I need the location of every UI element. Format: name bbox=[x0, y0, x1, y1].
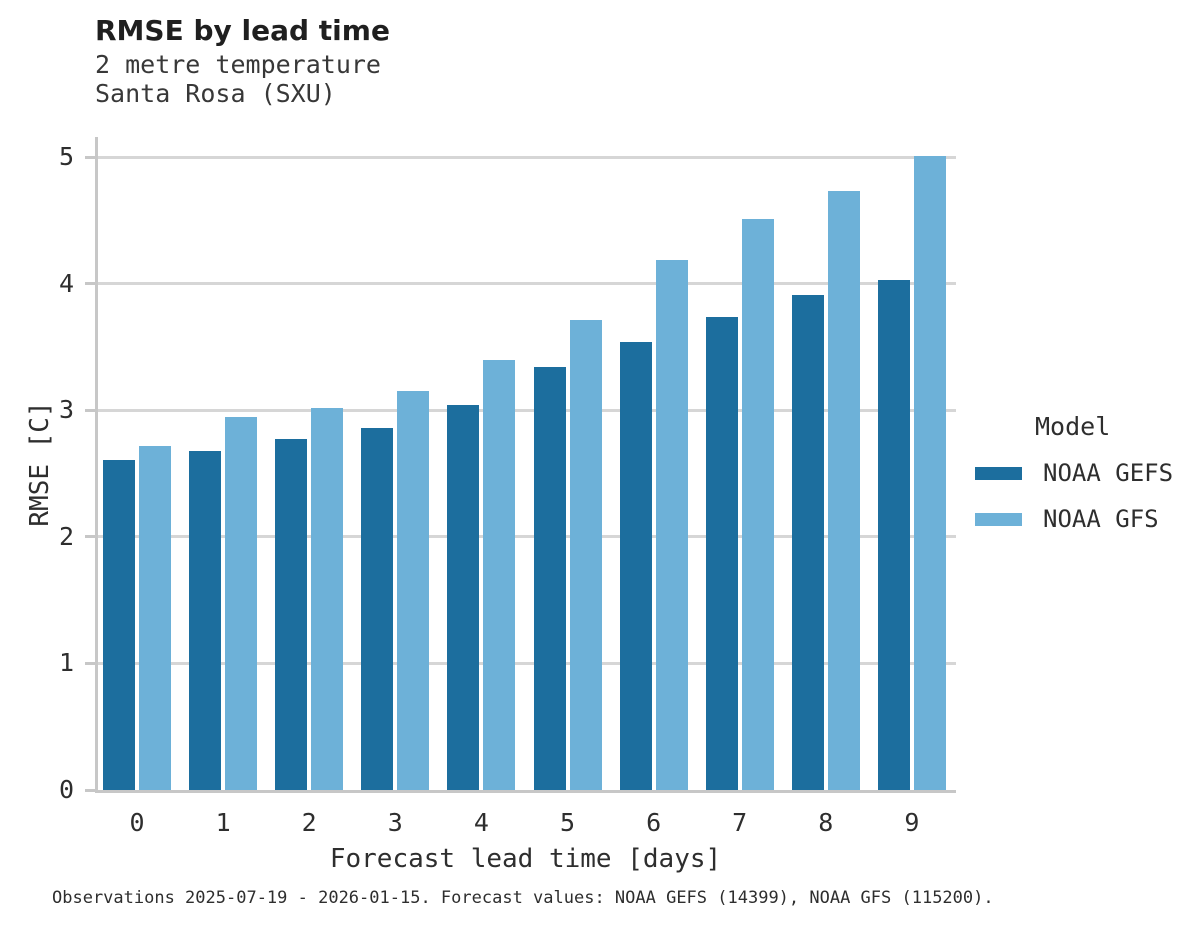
x-tick-label-3: 3 bbox=[387, 808, 403, 837]
bar-noaa-gefs-lead-5 bbox=[533, 367, 566, 790]
y-tick-mark-3 bbox=[85, 408, 95, 412]
bar-noaa-gefs-lead-1 bbox=[189, 451, 222, 790]
x-tick-label-0: 0 bbox=[129, 808, 145, 837]
gridline-y-5 bbox=[98, 155, 956, 159]
bar-noaa-gefs-lead-3 bbox=[361, 428, 394, 790]
y-tick-mark-5 bbox=[85, 155, 95, 159]
plot-panel bbox=[95, 137, 956, 793]
x-axis-title: Forecast lead time [days] bbox=[329, 844, 722, 874]
gridline-y-1 bbox=[98, 661, 956, 665]
gridline-y-2 bbox=[98, 535, 956, 539]
y-tick-label-4: 4 bbox=[58, 268, 74, 298]
legend-swatch-gefs bbox=[975, 466, 1022, 480]
bar-noaa-gfs-lead-9 bbox=[913, 156, 946, 790]
y-tick-label-3: 3 bbox=[58, 395, 74, 425]
y-tick-mark-0 bbox=[85, 788, 95, 792]
bar-noaa-gefs-lead-8 bbox=[791, 295, 824, 790]
x-tick-label-9: 9 bbox=[904, 808, 920, 837]
bar-noaa-gfs-lead-0 bbox=[139, 446, 171, 790]
bar-noaa-gfs-lead-2 bbox=[311, 408, 344, 790]
legend-swatch-gfs bbox=[975, 512, 1022, 526]
bar-noaa-gefs-lead-0 bbox=[103, 460, 135, 790]
x-tick-label-6: 6 bbox=[646, 808, 662, 837]
y-tick-mark-1 bbox=[85, 661, 95, 665]
gridline-y-4 bbox=[98, 282, 956, 286]
bar-noaa-gfs-lead-6 bbox=[655, 260, 688, 790]
bar-noaa-gefs-lead-2 bbox=[275, 439, 308, 790]
legend-entry-gefs: NOAA GEFS bbox=[975, 459, 1173, 487]
chart-caption: Observations 2025-07-19 - 2026-01-15. Fo… bbox=[52, 888, 994, 908]
y-tick-mark-2 bbox=[85, 535, 95, 539]
y-tick-mark-4 bbox=[85, 282, 95, 286]
x-tick-label-8: 8 bbox=[818, 808, 834, 837]
x-tick-label-5: 5 bbox=[559, 808, 576, 837]
legend-title: Model bbox=[1035, 412, 1111, 441]
y-tick-label-5: 5 bbox=[58, 142, 74, 172]
y-tick-label-0: 0 bbox=[58, 775, 74, 804]
gridline-y-3 bbox=[98, 408, 956, 412]
x-tick-label-1: 1 bbox=[215, 808, 231, 837]
bar-noaa-gfs-lead-4 bbox=[483, 360, 516, 790]
y-tick-label-1: 1 bbox=[58, 648, 74, 678]
bar-noaa-gfs-lead-1 bbox=[225, 417, 258, 790]
bar-noaa-gfs-lead-5 bbox=[569, 320, 602, 790]
x-tick-label-7: 7 bbox=[732, 808, 748, 837]
bar-noaa-gefs-lead-4 bbox=[447, 405, 480, 790]
bar-noaa-gfs-lead-3 bbox=[397, 391, 430, 790]
x-tick-label-4: 4 bbox=[473, 808, 489, 837]
bar-noaa-gefs-lead-6 bbox=[619, 342, 652, 790]
x-tick-label-2: 2 bbox=[301, 808, 317, 837]
y-tick-label-2: 2 bbox=[58, 521, 74, 551]
chart-title: RMSE by lead time bbox=[95, 14, 390, 47]
bar-noaa-gefs-lead-7 bbox=[705, 317, 738, 790]
legend-label-gefs: NOAA GEFS bbox=[1043, 459, 1174, 487]
bar-noaa-gefs-lead-9 bbox=[877, 280, 910, 790]
chart-subtitle-variable: 2 metre temperature bbox=[95, 50, 381, 79]
chart-subtitle-station: Santa Rosa (SXU) bbox=[95, 79, 336, 108]
legend-entry-gfs: NOAA GFS bbox=[975, 505, 1173, 533]
legend-label-gfs: NOAA GFS bbox=[1043, 505, 1159, 533]
bar-noaa-gfs-lead-8 bbox=[827, 191, 860, 790]
legend: Model NOAA GEFS NOAA GFS bbox=[975, 412, 1173, 533]
bar-noaa-gfs-lead-7 bbox=[741, 219, 774, 790]
